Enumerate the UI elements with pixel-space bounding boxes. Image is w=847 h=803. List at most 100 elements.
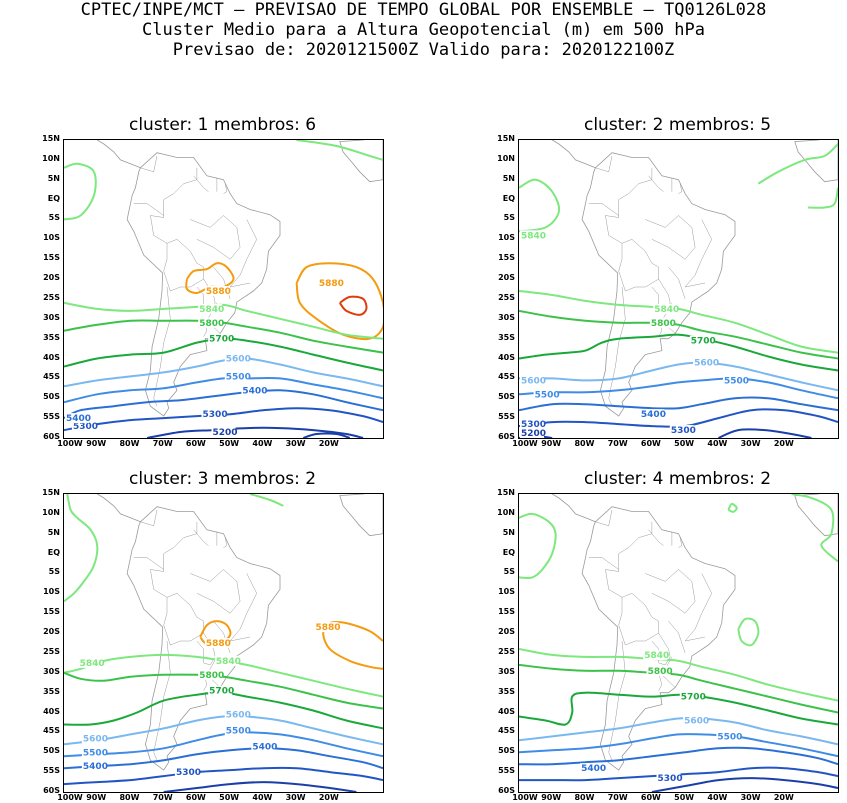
lat-tick-label: 5S [48,567,60,577]
contour-5500 [519,377,838,400]
contour-label-5700: 5700 [681,693,706,703]
map-panel-1: 5880 5880 5840 5800 5700 5600 5500 5400 5300 5300… [63,139,384,439]
country-border [196,581,241,614]
lon-tick-label: 50W [219,439,240,448]
map-svg: 5880 5880 5840 5840 5800 5700 5600 5600 5500 5500… [64,494,383,792]
contour-5300 [64,407,383,432]
contour-label-5500: 5500 [535,390,560,400]
panel-title-1: cluster: 1 membros: 6 [128,115,317,135]
contour-label-5700: 5700 [209,687,234,697]
country-border [229,219,257,288]
contour-5200 [718,428,812,438]
lat-tick-label: 5S [503,213,515,223]
contour-label-5840: 5840 [80,659,105,669]
contour-5840 [249,494,284,507]
lon-tick-label: 50W [219,793,240,802]
country-border [621,239,659,280]
lat-tick-label: 20S [43,273,60,283]
country-border [223,183,228,194]
contour-label-5300: 5300 [203,410,228,420]
contour-label-bg [224,709,249,720]
country-border [648,175,664,192]
contour-5600 [519,716,838,746]
lat-tick-label: 30S [43,312,60,322]
figure-header: CPTEC/INPE/MCT — PREVISAO DE TEMPO GLOBA… [0,0,847,60]
lon-tick-label: 40W [252,439,273,448]
country-border [163,271,204,292]
country-border [196,632,216,666]
lat-tick-label: 15S [498,253,515,263]
lat-tick-label: 35S [43,686,60,696]
country-border [684,573,712,642]
lat-tick-label: 50S [498,746,515,756]
contour-label-bg [81,761,106,772]
contour-label-bg [211,427,236,438]
contour-label-5600: 5600 [226,355,251,365]
lat-tick-label: 15S [498,607,515,617]
lat-tick-label: 10N [42,153,60,163]
contour-5840 [757,143,838,185]
country-border [140,509,158,527]
contour-label-5600: 5600 [684,716,709,726]
country-border [163,243,168,272]
contour-label-5600: 5600 [694,359,719,369]
coastline [794,140,838,183]
lon-tick-label: 70W [152,793,173,802]
contour-label-bg [224,353,249,364]
coastline [96,140,141,169]
contour-5800 [64,319,383,354]
country-border [163,597,168,626]
lat-tick-label: 20S [498,627,515,637]
lat-tick-label: 20S [43,627,60,637]
contour-label-5600: 5600 [83,734,108,744]
contour-label-bg [208,685,233,696]
contour-label-5840: 5840 [654,305,679,315]
lat-tick-label: EQ [502,547,515,557]
contour-5600 [64,357,383,388]
country-border [193,529,209,546]
lat-tick-label: 35S [43,332,60,342]
country-border [645,569,692,582]
country-border [153,286,171,407]
contour-label-bg [689,335,714,346]
lat-tick-label: 55S [498,412,515,422]
lat-tick-label: 45S [43,372,60,382]
contour-5840 [519,648,838,702]
country-border [608,286,626,407]
lat-tick-label: 60S [43,786,60,795]
contour-5840 [64,162,97,221]
lat-tick-label: 5N [502,173,515,183]
contour-label-bg [653,303,678,314]
lat-tick-label: 15N [42,134,60,143]
contour-5200 [302,432,351,438]
lat-tick-label: 10S [43,233,60,243]
country-border [668,266,686,299]
contour-5500 [64,376,383,404]
lon-tick-label: 90W [541,793,562,802]
contour-5840 [791,494,838,563]
contour-5880 [185,262,235,295]
country-border [163,625,204,646]
contour-label-bg [643,649,668,660]
header-line-2: Cluster Medio para a Altura Geopotencial… [142,20,705,40]
country-border [193,175,209,192]
contour-5880 [295,262,383,341]
contour-label-bg [71,421,96,432]
lat-tick-label: 50S [498,392,515,402]
coastlines [96,494,383,771]
lat-tick-label: EQ [502,193,515,203]
country-border [190,569,237,582]
coastline [339,494,383,537]
contour-label-bg [520,419,544,430]
country-border [196,227,241,260]
lat-tick-label: 60S [43,432,60,441]
contour-5920 [338,295,368,316]
lat-tick-label: 45S [498,726,515,736]
contour-5840 [519,290,838,354]
contour-5840 [64,301,383,340]
country-border [608,640,626,761]
contour-label-5600: 5600 [521,376,546,386]
lon-tick-label: 100W [57,439,83,448]
lon-tick-label: 30W [285,439,306,448]
contour-5880 [322,621,383,670]
